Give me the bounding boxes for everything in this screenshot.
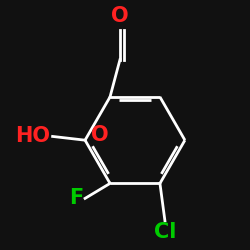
Text: O: O: [111, 6, 129, 26]
Text: Cl: Cl: [154, 222, 176, 242]
Text: O: O: [91, 125, 109, 145]
Text: HO: HO: [15, 126, 50, 146]
Text: F: F: [70, 188, 84, 208]
